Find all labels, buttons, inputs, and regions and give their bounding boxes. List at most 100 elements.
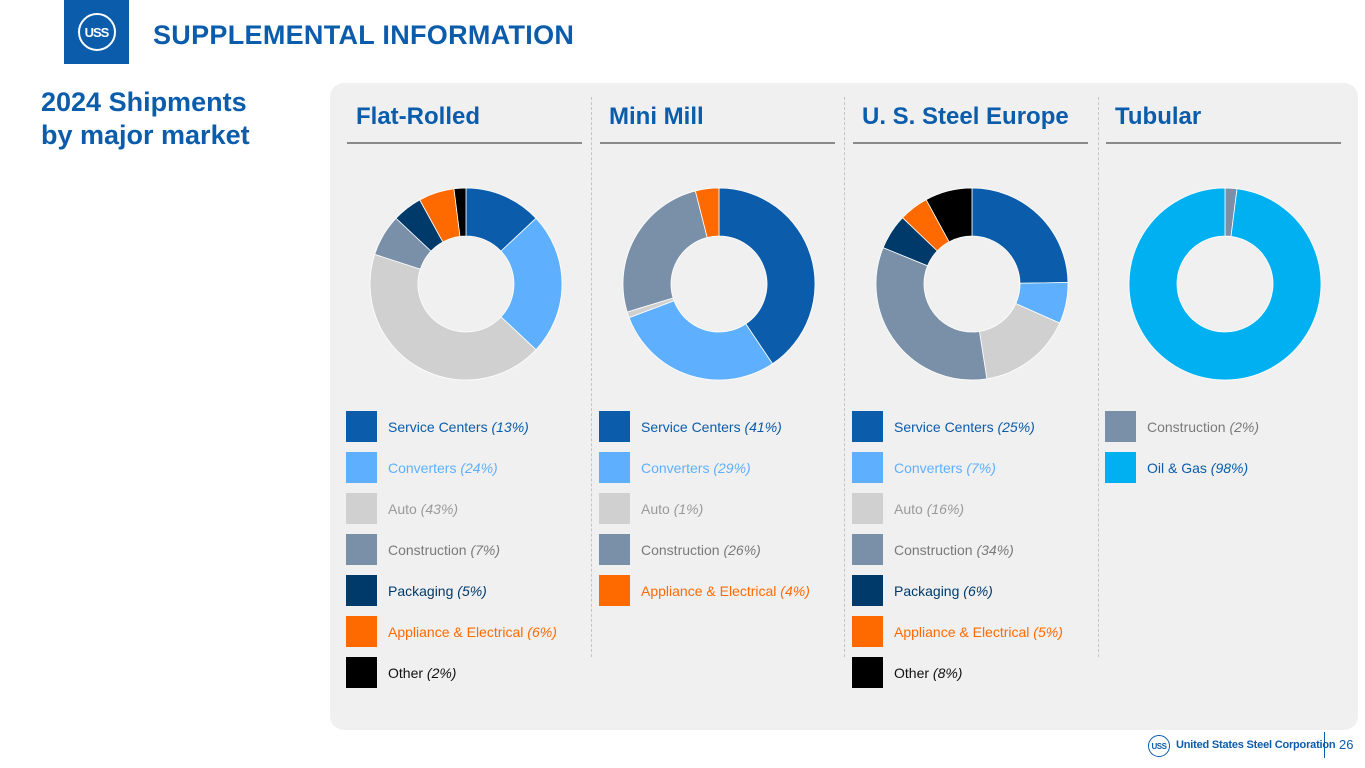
legend-category: Auto — [388, 501, 417, 517]
legend-label: Packaging (6%) — [894, 583, 993, 599]
column-divider — [591, 97, 592, 657]
mini-mill-donut-chart — [622, 187, 816, 381]
shipments-heading-line1: 2024 Shipments — [41, 87, 247, 117]
legend-percent: (16%) — [926, 501, 965, 517]
legend-percent: (29%) — [713, 460, 751, 476]
legend-category: Packaging — [894, 583, 960, 599]
legend-swatch — [852, 534, 883, 565]
mini-mill-title: Mini Mill — [609, 103, 704, 130]
legend-item: Auto (16%) — [852, 493, 1092, 524]
legend-percent: (6%) — [527, 624, 557, 640]
legend-category: Appliance & Electrical — [641, 583, 777, 599]
page-number: 26 — [1339, 737, 1354, 752]
legend-item: Packaging (6%) — [852, 575, 1092, 606]
legend-swatch — [599, 452, 630, 483]
tubular-title-rule — [1106, 142, 1341, 144]
legend-percent: (43%) — [420, 501, 459, 517]
legend-item: Oil & Gas (98%) — [1105, 452, 1345, 483]
mini-mill-slice-construction — [622, 190, 708, 313]
tubular-legend: Construction (2%) Oil & Gas (98%) — [1105, 411, 1345, 493]
shipments-heading-line2: by major market — [41, 120, 250, 150]
legend-category: Auto — [641, 501, 670, 517]
legend-swatch — [346, 657, 377, 688]
uss-logo-icon: USS — [77, 13, 116, 51]
legend-percent: (7%) — [966, 460, 996, 476]
legend-percent: (24%) — [460, 460, 498, 476]
flat-rolled-slice-converters — [500, 217, 563, 351]
legend-category: Service Centers — [641, 419, 741, 435]
legend-category: Other — [388, 665, 424, 681]
legend-percent: (6%) — [963, 583, 993, 599]
europe-slice-construction — [875, 247, 988, 381]
legend-percent: (26%) — [723, 542, 761, 558]
legend-percent: (34%) — [976, 542, 1014, 558]
legend-label: Converters (29%) — [641, 460, 751, 476]
legend-category: Construction — [641, 542, 720, 558]
legend-label: Auto (1%) — [641, 501, 703, 517]
legend-label: Appliance & Electrical (5%) — [894, 624, 1063, 640]
legend-item: Construction (7%) — [346, 534, 586, 565]
legend-category: Service Centers — [388, 419, 488, 435]
legend-item: Converters (24%) — [346, 452, 586, 483]
column-divider — [844, 97, 845, 657]
legend-percent: (41%) — [744, 419, 782, 435]
legend-category: Construction — [388, 542, 467, 558]
legend-swatch — [852, 493, 883, 524]
shipments-heading: 2024 Shipments by major market — [41, 86, 250, 152]
legend-swatch — [599, 493, 630, 524]
legend-item: Construction (26%) — [599, 534, 839, 565]
legend-category: Construction — [894, 542, 973, 558]
legend-category: Auto — [894, 501, 923, 517]
legend-label: Construction (2%) — [1147, 419, 1259, 435]
mini-mill-slice-converters — [628, 300, 774, 381]
legend-item: Other (8%) — [852, 657, 1092, 688]
europe-title-rule — [853, 142, 1088, 144]
europe-title: U. S. Steel Europe — [862, 103, 1069, 130]
page-title: SUPPLEMENTAL INFORMATION — [153, 20, 575, 50]
flat-rolled-slice-auto — [369, 253, 537, 381]
flat-rolled-legend: Service Centers (13%) Converters (24%) Aut… — [346, 411, 586, 698]
legend-label: Appliance & Electrical (6%) — [388, 624, 557, 640]
column-divider — [1098, 97, 1099, 657]
legend-category: Converters — [641, 460, 710, 476]
legend-item: Service Centers (13%) — [346, 411, 586, 442]
legend-item: Service Centers (41%) — [599, 411, 839, 442]
legend-swatch — [599, 575, 630, 606]
legend-swatch — [346, 616, 377, 647]
europe-donut-chart — [875, 187, 1069, 381]
flat-rolled-donut-chart — [369, 187, 563, 381]
legend-percent: (8%) — [932, 665, 963, 681]
mini-mill-column: Mini Mill Service Centers (41%) Converters… — [583, 83, 835, 683]
legend-category: Other — [894, 665, 930, 681]
legend-swatch — [599, 411, 630, 442]
legend-swatch — [852, 452, 883, 483]
legend-item: Other (2%) — [346, 657, 586, 688]
legend-category: Appliance & Electrical — [388, 624, 524, 640]
legend-category: Converters — [388, 460, 457, 476]
legend-label: Service Centers (25%) — [894, 419, 1035, 435]
legend-item: Construction (34%) — [852, 534, 1092, 565]
legend-category: Appliance & Electrical — [894, 624, 1030, 640]
uss-logo: USS — [64, 0, 129, 64]
legend-percent: (2%) — [1229, 419, 1260, 435]
mini-mill-title-rule — [600, 142, 835, 144]
legend-swatch — [852, 657, 883, 688]
legend-item: Appliance & Electrical (6%) — [346, 616, 586, 647]
footer-divider — [1324, 732, 1325, 758]
legend-category: Packaging — [388, 583, 454, 599]
footer-company-name: United States Steel Corporation — [1176, 739, 1336, 751]
mini-mill-legend: Service Centers (41%) Converters (29%) Aut… — [599, 411, 839, 616]
legend-category: Oil & Gas — [1147, 460, 1207, 476]
legend-item: Auto (43%) — [346, 493, 586, 524]
legend-percent: (5%) — [1033, 624, 1063, 640]
legend-category: Converters — [894, 460, 963, 476]
mini-mill-slice-appliance-electrical — [694, 187, 720, 238]
legend-item: Appliance & Electrical (5%) — [852, 616, 1092, 647]
legend-percent: (4%) — [780, 583, 810, 599]
legend-swatch — [346, 534, 377, 565]
legend-label: Other (8%) — [894, 665, 962, 681]
legend-label: Service Centers (13%) — [388, 419, 529, 435]
europe-column: U. S. Steel Europe Service Centers (25%) C… — [836, 83, 1088, 688]
legend-label: Packaging (5%) — [388, 583, 487, 599]
legend-category: Construction — [1147, 419, 1226, 435]
